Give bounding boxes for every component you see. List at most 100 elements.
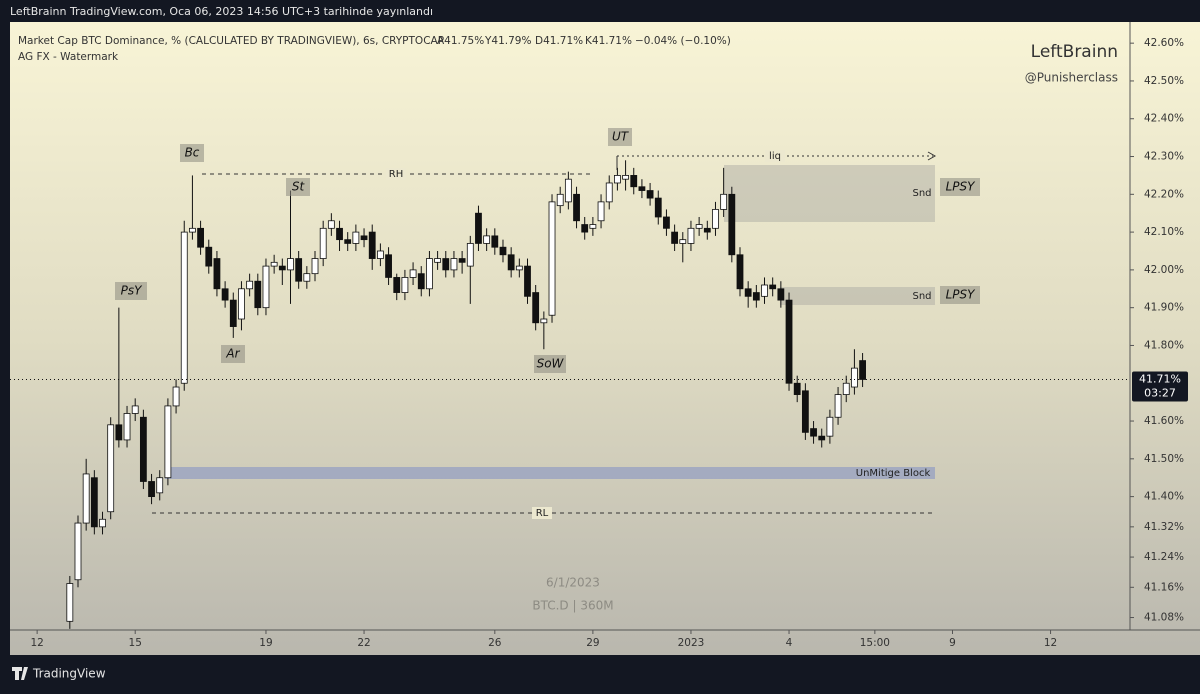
candle-body xyxy=(229,299,237,327)
candle-body xyxy=(450,258,458,271)
candle-body xyxy=(744,288,752,297)
candle-body xyxy=(475,212,482,244)
candle-body xyxy=(66,583,74,622)
candle-body xyxy=(458,258,466,263)
label-box xyxy=(286,178,310,196)
candle-body xyxy=(818,435,826,441)
liq-arrow xyxy=(927,151,937,161)
candle-body xyxy=(442,258,450,271)
candle-body xyxy=(417,273,425,290)
y-tick-label: 41.24% xyxy=(1144,551,1184,563)
annotation: UnMitige Block xyxy=(856,468,931,479)
zone xyxy=(724,165,935,222)
y-tick-label: 42.20% xyxy=(1144,188,1184,200)
candle-body xyxy=(785,299,793,384)
annotation: LPSY xyxy=(946,180,977,194)
footer-bar xyxy=(0,655,1200,690)
candle-body xyxy=(172,386,180,407)
candle-body xyxy=(466,243,474,267)
candle-body xyxy=(622,175,629,180)
candle-body xyxy=(401,277,409,293)
label-bg xyxy=(765,150,785,162)
candle-body xyxy=(605,182,613,203)
candle-body xyxy=(597,201,605,222)
candle-body xyxy=(123,413,131,441)
candle-body xyxy=(115,424,123,441)
annotation: liq xyxy=(769,151,781,162)
candle-body xyxy=(532,292,540,324)
x-tick-label: 9 xyxy=(949,637,956,649)
x-tick-label: 2023 xyxy=(678,637,705,649)
y-tick-label: 42.60% xyxy=(1144,37,1184,49)
candle-body xyxy=(671,231,679,244)
candle-body xyxy=(327,220,335,229)
candle-body xyxy=(834,394,842,418)
x-tick-label: 19 xyxy=(259,637,272,649)
candle-body xyxy=(646,190,654,199)
label-box xyxy=(940,286,980,304)
candle-body xyxy=(810,428,817,437)
candle-body xyxy=(238,288,245,320)
candle-body xyxy=(499,246,507,256)
candle-body xyxy=(761,284,768,297)
plot-background xyxy=(10,22,1200,655)
candle-body xyxy=(826,416,834,437)
candle-body xyxy=(156,477,164,494)
candle-body xyxy=(769,284,777,290)
candle-body xyxy=(483,235,491,244)
y-tick-label: 41.50% xyxy=(1144,453,1184,465)
candle-body xyxy=(99,518,106,528)
candle-body xyxy=(164,405,172,479)
y-tick-label: 42.10% xyxy=(1144,226,1184,238)
x-tick-label: 26 xyxy=(488,637,502,649)
candle-body xyxy=(801,390,809,433)
x-tick-label: 29 xyxy=(586,637,599,649)
candle-body xyxy=(426,258,433,290)
candle-body xyxy=(319,227,327,259)
candle-body xyxy=(303,273,311,282)
y-tick-label: 41.16% xyxy=(1144,581,1184,593)
candle-body xyxy=(638,186,646,191)
candle-body xyxy=(589,224,597,229)
candle-body xyxy=(336,227,343,241)
candle-body xyxy=(548,201,556,316)
candle-body xyxy=(409,269,417,278)
logo xyxy=(12,667,28,680)
candle-body xyxy=(524,265,531,297)
candle-body xyxy=(213,258,221,290)
zone xyxy=(165,467,935,479)
y-tick-label: 42.00% xyxy=(1144,264,1184,276)
candle-body xyxy=(434,258,442,263)
x-tick-label: 15 xyxy=(129,637,142,649)
candle-body xyxy=(131,405,139,414)
candle-body xyxy=(221,288,229,301)
candle-body xyxy=(491,235,499,248)
candle-body xyxy=(368,231,376,259)
annotation: UT xyxy=(612,130,630,144)
candle-body xyxy=(246,280,254,290)
header-bar xyxy=(0,0,1200,22)
candle-body xyxy=(385,254,392,278)
candle-body xyxy=(654,197,662,218)
legend-high: Y41.79% xyxy=(484,35,531,47)
last-price-label: 41.71% xyxy=(1139,372,1181,385)
header: LeftBrainn TradingView.com, Oca 06, 2023… xyxy=(10,5,433,18)
annotation: Bc xyxy=(185,146,200,160)
label-box xyxy=(115,282,147,300)
annotation: SoW xyxy=(537,357,565,371)
candle-body xyxy=(311,258,319,275)
legend-symbol: Market Cap BTC Dominance, % (CALCULATED … xyxy=(18,35,444,47)
y-tick-label: 41.80% xyxy=(1144,339,1184,351)
y-tick-label: 41.90% xyxy=(1144,302,1184,314)
candle-body xyxy=(90,477,98,528)
annotation: LPSY xyxy=(946,288,977,302)
legend-open: A41.75% xyxy=(437,35,484,47)
annotation: Ar xyxy=(225,347,240,361)
candle-body xyxy=(287,258,294,271)
y-tick-label: 42.40% xyxy=(1144,113,1184,125)
y-tick-label: 41.40% xyxy=(1144,491,1184,503)
label-bg xyxy=(532,507,552,519)
candle-body xyxy=(581,224,589,233)
candle-body xyxy=(393,277,401,293)
label-box xyxy=(221,345,245,363)
